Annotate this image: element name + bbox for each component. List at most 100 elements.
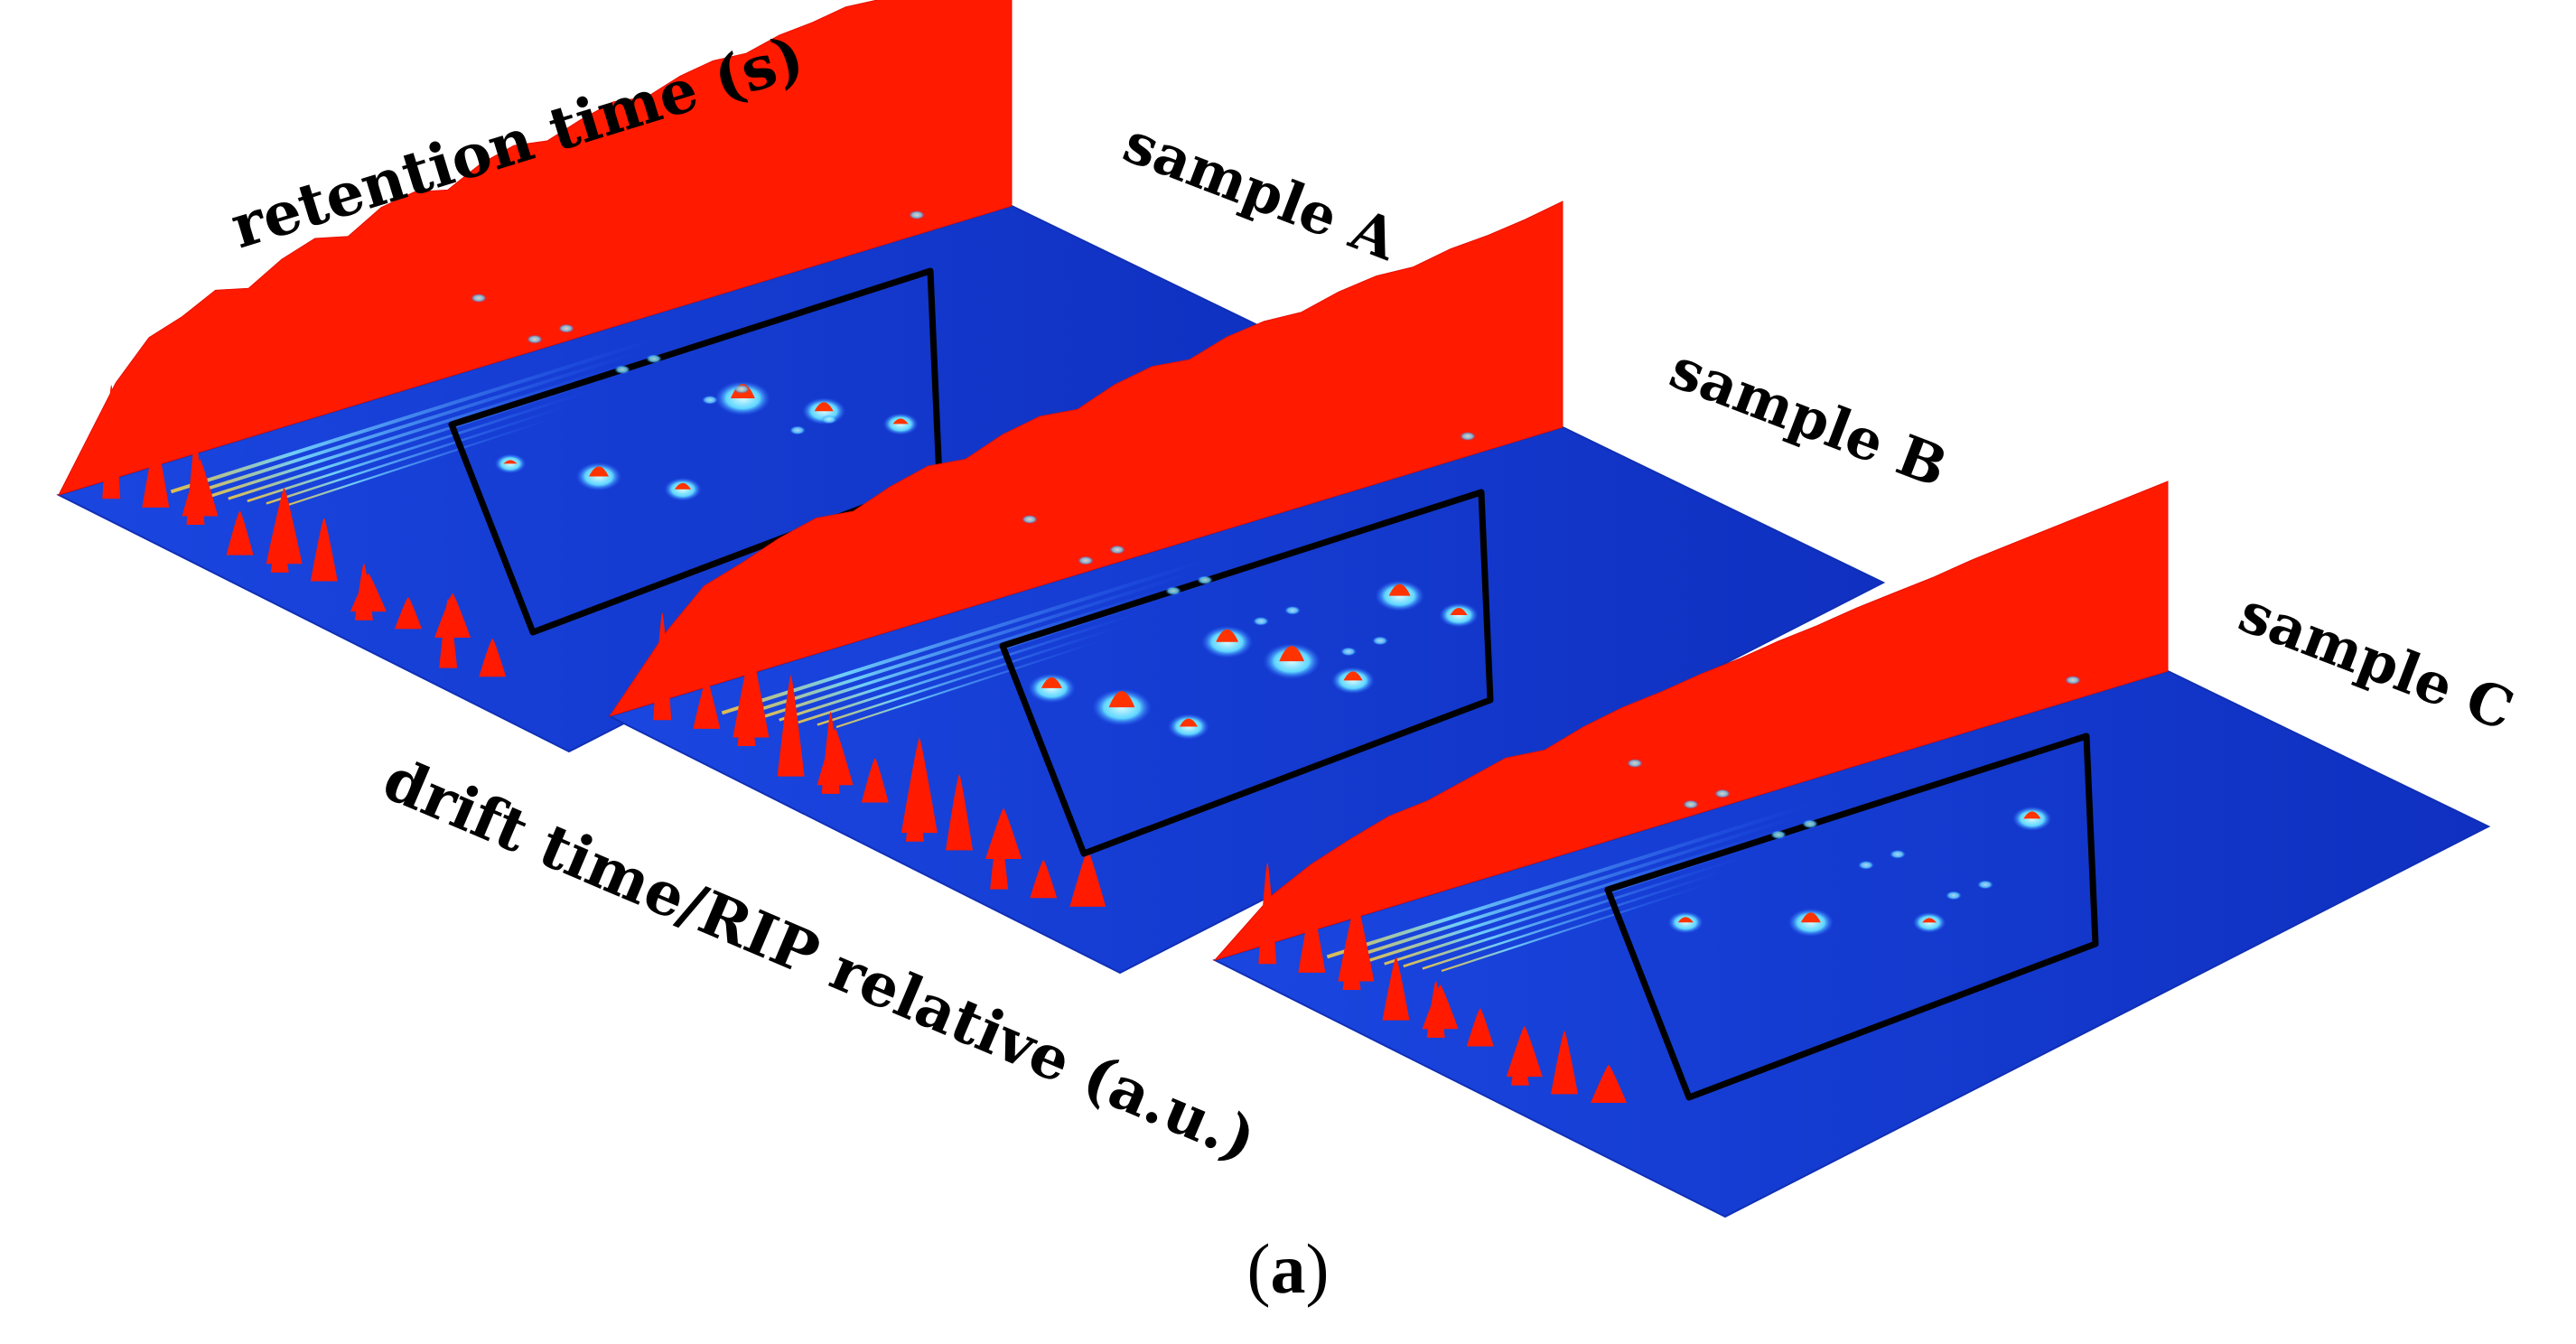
front-spike-peak xyxy=(226,510,254,555)
signal-halo xyxy=(1092,688,1152,726)
signal-spot xyxy=(558,323,574,333)
signal-spot xyxy=(1372,636,1388,646)
sample-c-group xyxy=(1212,481,2491,1218)
signal-spot xyxy=(1253,616,1269,626)
signal-peak xyxy=(2023,811,2041,819)
signal-spot xyxy=(733,384,750,394)
signal-streak xyxy=(1441,881,1713,973)
rip-peak-wall xyxy=(58,0,1013,496)
signal-streak xyxy=(247,389,592,503)
signal-spot xyxy=(646,354,662,364)
front-spike-peak xyxy=(821,711,840,794)
sample-a-group xyxy=(56,0,1335,753)
signal-spot xyxy=(702,395,718,405)
signal-streak xyxy=(835,637,1108,729)
signal-peak xyxy=(1279,646,1305,662)
front-spike-peak xyxy=(1510,1041,1529,1086)
samples-layer xyxy=(56,0,2491,1218)
signal-spot xyxy=(2065,676,2081,685)
front-spike-peak xyxy=(479,639,507,677)
signal-halo xyxy=(2012,806,2052,831)
front-spike-peak xyxy=(1258,863,1277,965)
front-spike-peak xyxy=(102,385,121,499)
signal-peak xyxy=(892,418,909,425)
front-spike-peak xyxy=(985,808,1022,860)
front-spike-peak xyxy=(737,683,756,747)
signal-spot xyxy=(1858,860,1874,870)
front-spike-peak xyxy=(693,677,721,729)
front-spike-peak xyxy=(270,521,289,573)
signal-streak xyxy=(740,571,1194,717)
front-spike-peak xyxy=(1030,860,1058,899)
front-spike-peak xyxy=(186,436,205,526)
signal-spot xyxy=(1770,830,1787,840)
front-spike-peak xyxy=(946,774,973,851)
signal-spot xyxy=(1802,819,1818,829)
signal-streak xyxy=(1326,801,1816,959)
signal-spot xyxy=(1284,605,1301,615)
signal-peak xyxy=(588,466,609,477)
signal-peak xyxy=(1108,691,1135,708)
signal-streak xyxy=(170,336,660,494)
front-spike-peak xyxy=(1551,1031,1578,1095)
signal-spot xyxy=(789,425,806,435)
signal-streak xyxy=(760,583,1177,720)
signal-peak xyxy=(1450,607,1468,615)
signal-peak xyxy=(1388,583,1411,596)
signal-spot xyxy=(1197,575,1213,585)
highlight-region-box xyxy=(1604,733,2099,1101)
signal-streak xyxy=(721,557,1211,715)
rip-peak-wall xyxy=(608,201,1563,717)
signal-peak xyxy=(503,460,518,464)
signal-spot xyxy=(1460,432,1476,441)
signal-spot xyxy=(821,415,837,425)
signal-spot xyxy=(1340,647,1357,657)
signal-spot xyxy=(1977,880,1993,890)
signal-spot xyxy=(1683,799,1699,809)
signal-spot xyxy=(527,334,543,344)
front-spike-peak xyxy=(434,593,471,639)
signal-peak xyxy=(1800,912,1821,923)
panel-label-close: ) xyxy=(1305,1229,1330,1308)
front-spike-peak xyxy=(905,778,924,842)
front-spike-peak xyxy=(1342,933,1361,991)
front-spike-peak xyxy=(1591,1065,1628,1104)
signal-spot xyxy=(1714,789,1731,798)
front-spike-peak xyxy=(354,563,373,621)
sample-label-a: sample A xyxy=(1115,109,1407,274)
signal-streak xyxy=(266,403,574,505)
signal-spot xyxy=(1078,555,1094,565)
signal-spot xyxy=(1890,849,1906,859)
front-spike-peak xyxy=(1382,957,1410,1021)
signal-streak xyxy=(1422,868,1731,970)
signal-spot xyxy=(1165,586,1181,596)
front-spike-peak xyxy=(395,597,422,630)
signal-peak xyxy=(1179,718,1198,727)
panel-label: (a) xyxy=(0,1228,2576,1310)
signal-peak xyxy=(814,402,834,412)
front-spike-peak xyxy=(439,598,458,668)
front-spike-peak xyxy=(142,437,170,508)
signal-spot xyxy=(1627,759,1643,768)
highlight-region-box xyxy=(999,489,1494,857)
signal-streak xyxy=(798,611,1143,724)
signal-spot xyxy=(1946,891,1962,901)
signal-peak xyxy=(1677,917,1694,923)
signal-streak xyxy=(285,415,557,508)
sample-label-b: sample B xyxy=(1662,335,1956,500)
signal-spot xyxy=(471,294,487,303)
front-spike-peak xyxy=(1466,1008,1494,1047)
signal-streak xyxy=(1345,815,1799,961)
signal-spot xyxy=(909,210,925,219)
signal-spot xyxy=(1109,545,1125,555)
signal-peak xyxy=(1216,629,1239,642)
front-spike-peak xyxy=(1298,902,1326,973)
signal-streak xyxy=(189,350,643,496)
front-spike-peak xyxy=(990,819,1009,890)
signal-peak xyxy=(1343,671,1363,681)
signal-streak xyxy=(209,362,626,499)
front-spike-peak xyxy=(653,612,672,721)
signal-streak xyxy=(1403,854,1748,968)
